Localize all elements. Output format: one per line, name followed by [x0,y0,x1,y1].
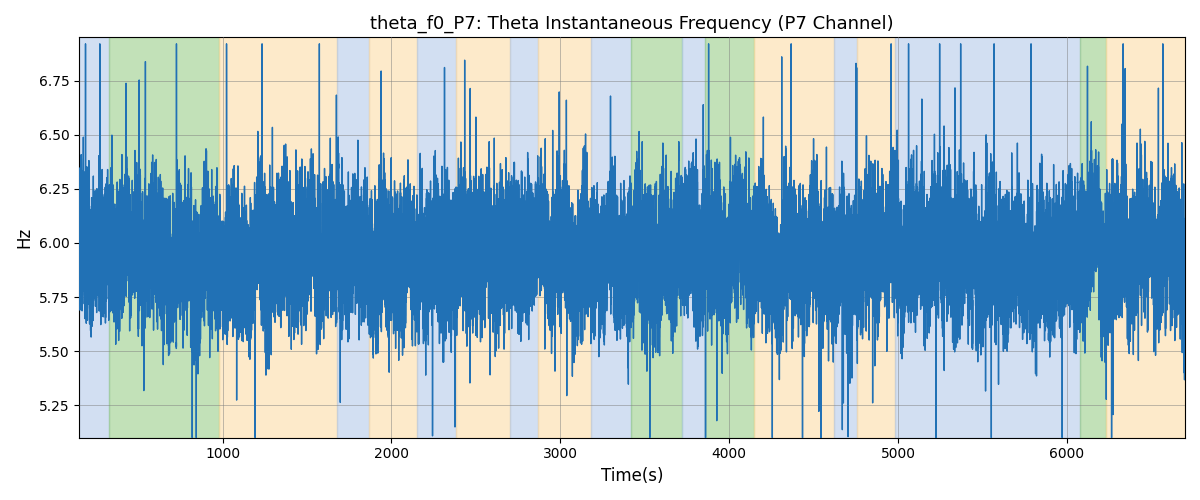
Bar [539,38,590,438]
X-axis label: Time(s): Time(s) [601,467,664,485]
Bar [370,38,416,438]
Title: theta_f0_P7: Theta Instantaneous Frequency (P7 Channel): theta_f0_P7: Theta Instantaneous Frequen… [371,15,894,34]
Bar [682,38,706,438]
Bar [1080,38,1105,438]
Bar [1105,38,1184,438]
Bar [337,38,370,438]
Bar [706,38,755,438]
Y-axis label: Hz: Hz [14,227,32,248]
Bar [109,38,220,438]
Bar [755,38,834,438]
Bar [590,38,631,438]
Bar [416,38,456,438]
Bar [510,38,539,438]
Bar [631,38,682,438]
Bar [456,38,510,438]
Bar [79,38,109,438]
Bar [894,38,1080,438]
Bar [220,38,337,438]
Bar [858,38,894,438]
Bar [834,38,858,438]
